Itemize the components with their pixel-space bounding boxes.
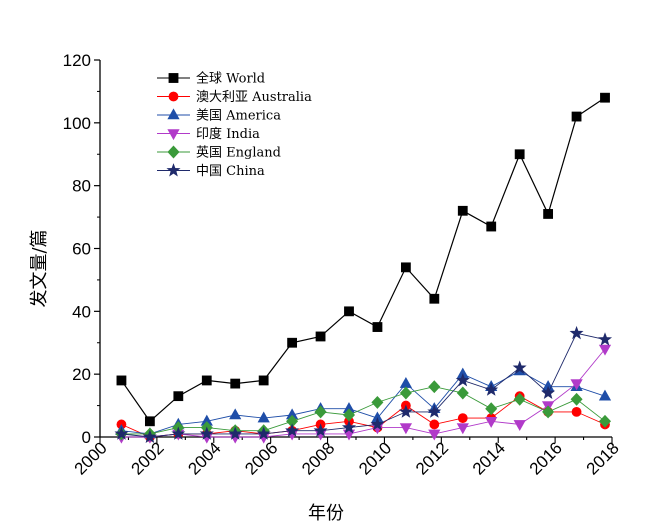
x-tick-label: 2012 xyxy=(412,438,452,478)
legend: 全球 World 澳大利亚 Australia 美国 America 印度 India… xyxy=(157,71,312,180)
legend-item: 美国 America xyxy=(157,109,281,124)
legend-item: 中国 China xyxy=(157,164,265,179)
series-2 xyxy=(116,365,611,438)
legend-marker xyxy=(167,164,179,176)
data-point xyxy=(430,420,439,429)
data-point xyxy=(572,112,581,121)
legend-label: 美国 America xyxy=(196,109,281,124)
legend-label: 全球 World xyxy=(196,71,265,87)
legend-item: 英国 England xyxy=(157,146,281,161)
data-point xyxy=(571,393,582,405)
data-point xyxy=(401,263,410,272)
data-point xyxy=(373,322,382,331)
x-tick-label: 2010 xyxy=(355,438,395,478)
data-point xyxy=(430,294,439,303)
data-point xyxy=(230,409,241,419)
legend-label: 中国 China xyxy=(196,164,265,179)
data-point xyxy=(145,417,154,426)
data-point xyxy=(458,414,467,423)
data-point xyxy=(372,396,383,408)
data-point xyxy=(117,376,126,385)
series-line xyxy=(121,387,605,434)
x-axis-title: 年份 xyxy=(308,503,344,524)
data-point xyxy=(572,407,581,416)
series-line xyxy=(121,349,605,437)
x-tick-label: 2000 xyxy=(71,438,111,478)
data-point xyxy=(259,376,268,385)
data-point xyxy=(458,206,467,215)
legend-marker xyxy=(169,73,178,82)
x-tick-label: 2004 xyxy=(184,438,224,478)
data-point xyxy=(487,222,496,231)
series-line xyxy=(121,98,605,422)
data-point xyxy=(288,338,297,347)
x-tick-label: 2006 xyxy=(241,438,281,478)
data-point xyxy=(316,332,325,341)
legend-marker xyxy=(169,92,178,101)
y-axis-title: 发文量/篇 xyxy=(29,229,50,307)
legend-item: 全球 World xyxy=(157,71,265,87)
data-point xyxy=(202,376,211,385)
data-point xyxy=(457,387,468,399)
legend-label: 印度 India xyxy=(196,126,260,142)
data-point xyxy=(429,381,440,393)
data-point xyxy=(400,378,411,388)
x-tick-label: 2002 xyxy=(128,438,168,478)
data-point xyxy=(344,307,353,316)
y-tick-label: 0 xyxy=(82,428,91,447)
legend-item: 印度 India xyxy=(157,126,260,142)
x-tick-label: 2016 xyxy=(526,438,566,478)
x-tick-label: 2018 xyxy=(583,438,623,478)
series-line xyxy=(121,333,605,437)
data-point xyxy=(515,150,524,159)
data-point xyxy=(343,430,354,440)
chart: 0 20 40 60 80 100 120 2000 2002 2004 2006 2008 2010 2… xyxy=(0,0,665,529)
data-point xyxy=(258,412,269,422)
legend-marker xyxy=(168,146,179,158)
data-point xyxy=(486,403,497,415)
data-point xyxy=(544,209,553,218)
series-layer xyxy=(115,93,611,443)
y-tick-label: 20 xyxy=(72,365,91,384)
data-point xyxy=(570,327,582,339)
y-tick-label: 60 xyxy=(72,240,91,259)
data-point xyxy=(174,392,183,401)
series-0 xyxy=(117,93,610,426)
legend-label: 英国 England xyxy=(196,146,281,161)
series-5 xyxy=(115,327,611,443)
legend-marker xyxy=(168,109,179,119)
data-point xyxy=(315,406,326,418)
legend-label: 澳大利亚 Australia xyxy=(196,89,312,105)
data-point xyxy=(231,379,240,388)
legend-item: 澳大利亚 Australia xyxy=(157,89,312,105)
data-point xyxy=(514,420,525,430)
data-point xyxy=(599,333,611,345)
y-tick-label: 40 xyxy=(72,302,91,321)
x-tick-label: 2008 xyxy=(298,438,338,478)
y-tick-label: 120 xyxy=(63,51,91,70)
series-3 xyxy=(116,345,611,443)
legend-marker xyxy=(168,130,179,140)
x-tick-label: 2014 xyxy=(469,438,509,478)
data-point xyxy=(600,93,609,102)
y-tick-label: 80 xyxy=(72,177,91,196)
y-tick-label: 100 xyxy=(63,114,91,133)
